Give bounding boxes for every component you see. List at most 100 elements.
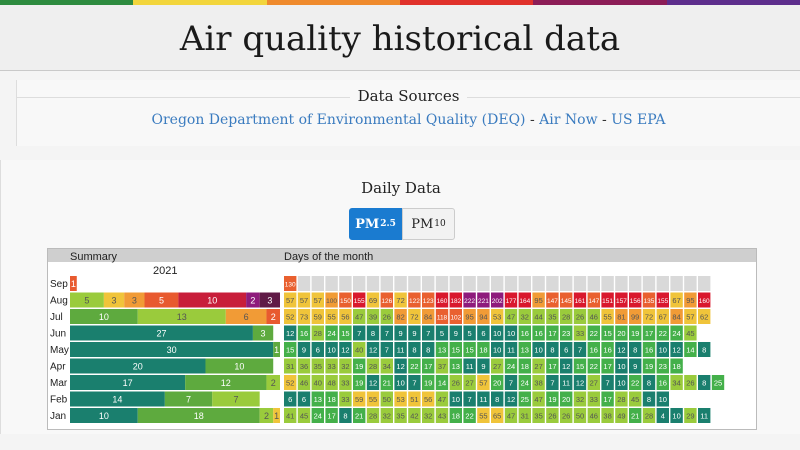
day-cell <box>504 309 518 324</box>
day-cell <box>449 292 462 308</box>
day-cell <box>380 325 393 341</box>
day-cell <box>366 292 380 308</box>
day-value: 6 <box>302 395 306 404</box>
day-cell <box>394 391 407 407</box>
day-value: 23 <box>562 329 570 338</box>
rainbow-segment <box>266 0 400 5</box>
day-cell <box>325 408 338 423</box>
day-cell <box>380 309 393 324</box>
day-value: 53 <box>493 313 501 322</box>
day-cell <box>380 375 393 390</box>
day-value: 16 <box>521 329 529 338</box>
day-value: 7 <box>385 329 389 338</box>
airnow-link[interactable]: Air Now <box>539 112 598 128</box>
day-value: 28 <box>645 412 653 421</box>
day-value: 69 <box>369 296 377 305</box>
day-cell-empty <box>311 276 324 291</box>
day-cell <box>656 408 669 423</box>
day-cell <box>325 292 338 308</box>
day-cell <box>380 408 393 423</box>
day-cell <box>325 391 338 407</box>
day-value: 9 <box>481 362 485 371</box>
day-value: 28 <box>369 412 377 421</box>
pm10-button[interactable]: PM 10 <box>402 208 455 240</box>
day-value: 28 <box>369 362 377 371</box>
day-value: 59 <box>355 395 363 404</box>
day-value: 55 <box>479 412 487 421</box>
day-cell <box>380 358 393 374</box>
day-value: 182 <box>450 298 461 305</box>
summary-segment <box>70 358 206 374</box>
day-cell <box>573 358 587 374</box>
day-cell <box>684 325 697 341</box>
day-value: 19 <box>645 362 653 371</box>
page-title: Air quality historical data <box>179 19 621 59</box>
days-label: Days of the month <box>284 251 373 263</box>
day-value: 6 <box>481 329 485 338</box>
day-value: 12 <box>341 346 349 355</box>
day-value: 33 <box>341 395 349 404</box>
summary-count: 13 <box>177 312 187 322</box>
summary-count: 10 <box>207 296 217 306</box>
day-value: 28 <box>562 313 570 322</box>
day-value: 95 <box>534 296 542 305</box>
day-cell <box>477 408 490 423</box>
day-value: 9 <box>302 346 306 355</box>
day-cell <box>560 292 573 308</box>
day-cell <box>573 342 587 357</box>
day-value: 8 <box>647 379 651 388</box>
summary-segment <box>185 375 267 390</box>
day-value: 12 <box>617 346 625 355</box>
summary-count: 14 <box>112 395 122 405</box>
day-cell <box>422 309 435 324</box>
day-cell <box>629 342 642 357</box>
day-value: 11 <box>397 346 405 355</box>
epa-link[interactable]: US EPA <box>611 112 666 128</box>
day-value: 62 <box>700 313 708 322</box>
pm10-label: PM <box>411 216 434 232</box>
day-cell <box>394 375 407 390</box>
day-value: 221 <box>478 298 489 305</box>
day-value: 41 <box>286 412 294 421</box>
deq-link[interactable]: Oregon Department of Environmental Quali… <box>151 112 526 128</box>
day-value: 151 <box>602 298 613 305</box>
day-cell <box>532 391 545 407</box>
day-cell <box>435 309 449 324</box>
day-cell <box>670 408 683 423</box>
day-cell-empty <box>449 276 462 291</box>
summary-count: 12 <box>221 378 231 388</box>
day-cell <box>284 325 297 341</box>
day-value: 9 <box>454 329 458 338</box>
day-value: 18 <box>521 362 529 371</box>
day-cell <box>435 325 449 341</box>
day-cell <box>366 391 380 407</box>
day-value: 122 <box>409 298 420 305</box>
day-value: 28 <box>617 395 625 404</box>
summary-segment <box>273 408 280 423</box>
day-value: 47 <box>534 395 542 404</box>
day-value: 24 <box>327 329 335 338</box>
day-cell <box>546 408 559 423</box>
day-cell <box>560 342 573 357</box>
day-value: 10 <box>659 346 667 355</box>
day-cell <box>463 391 476 407</box>
day-cell <box>449 375 462 390</box>
day-value: 35 <box>548 313 556 322</box>
pm25-button[interactable]: PM 2.5 <box>349 208 402 240</box>
day-cell <box>684 375 697 390</box>
day-cell <box>284 408 297 423</box>
day-value: 27 <box>465 379 473 388</box>
summary-segment <box>70 292 104 308</box>
day-cell <box>422 358 435 374</box>
day-value: 7 <box>468 395 472 404</box>
day-cell <box>629 375 642 390</box>
day-cell <box>477 342 490 357</box>
summary-count: 10 <box>234 362 244 372</box>
day-value: 35 <box>534 412 542 421</box>
day-value: 55 <box>369 395 377 404</box>
day-value: 17 <box>424 362 432 371</box>
day-value: 177 <box>506 298 517 305</box>
day-cell <box>284 276 297 291</box>
year-label: 2021 <box>153 265 177 277</box>
day-value: 147 <box>547 298 558 305</box>
